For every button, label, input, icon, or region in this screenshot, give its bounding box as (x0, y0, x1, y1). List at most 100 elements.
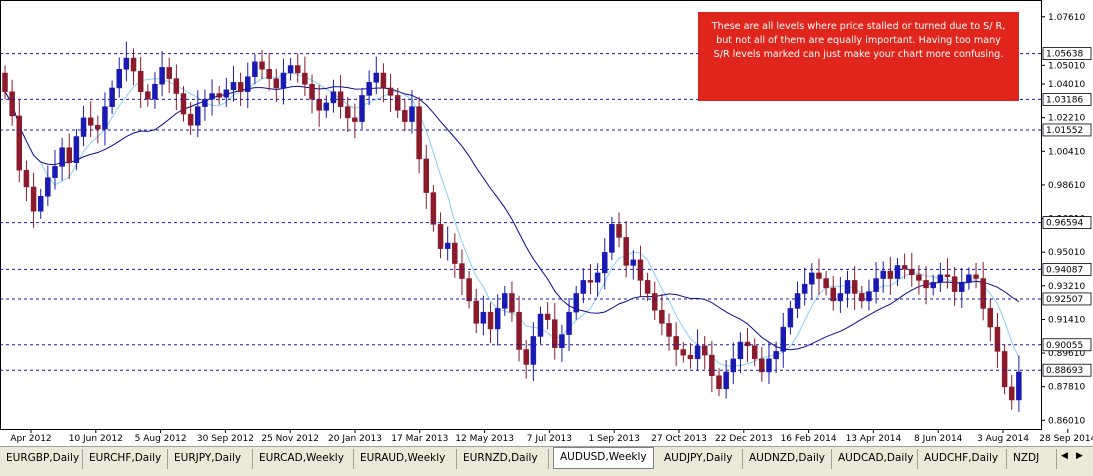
candle-body (102, 106, 108, 130)
level-price-label: 1.01552 (1046, 126, 1083, 136)
candle-body (494, 308, 501, 330)
tab-nzdj[interactable]: NZDJ (1007, 449, 1057, 469)
candle-body (352, 117, 358, 122)
tab-eurchf-daily[interactable]: EURCHF,Daily (83, 449, 168, 469)
candle-body (230, 82, 237, 91)
price-tick-label: 0.89610 (1048, 349, 1085, 359)
candle-body (951, 276, 958, 292)
candle-body (366, 82, 372, 96)
tab-scroll-left-icon[interactable]: ◀ (1061, 451, 1068, 461)
time-tick-label: Apr 2012 (10, 434, 51, 444)
candle-body (844, 280, 851, 294)
candle-body (544, 313, 551, 320)
time-tick-label: 30 Sep 2012 (197, 434, 254, 444)
candle-body (616, 224, 622, 238)
symbol-tab-bar: EURGBP,Daily EURCHF,Daily EURJPY,Daily E… (0, 446, 1093, 476)
time-tick-label: 17 Mar 2013 (391, 434, 448, 444)
candle-body (130, 57, 137, 72)
tab-eurgbp-daily[interactable]: EURGBP,Daily (0, 449, 83, 469)
candle-body (202, 98, 208, 107)
candle-body (959, 282, 965, 292)
candle-body (459, 263, 465, 279)
candle-body (330, 91, 337, 104)
candle-body (923, 280, 929, 289)
price-tick-label: 1.02210 (1048, 114, 1085, 124)
price-tick-label: 0.86010 (1048, 416, 1085, 426)
candle-body (2, 72, 8, 92)
price-tick-label: 0.91410 (1048, 315, 1085, 325)
tab-eurnzd-daily[interactable]: EURNZD,Daily (457, 449, 549, 469)
candle-body (744, 341, 751, 347)
candle-body (751, 345, 758, 360)
candle-body (830, 287, 836, 302)
tab-euraud-weekly[interactable]: EURAUD,Weekly (354, 449, 457, 469)
time-tick-label: 20 Jan 2013 (328, 434, 382, 444)
candle-body (237, 82, 244, 92)
level-price-label: 0.94087 (1046, 265, 1083, 275)
candle-body (166, 67, 172, 79)
candle-body (609, 224, 615, 253)
tab-scroll-right-icon[interactable]: ▶ (1076, 451, 1083, 461)
candle-body (52, 166, 58, 178)
candle-body (159, 67, 165, 85)
level-price-box (1042, 93, 1092, 106)
candle-body (452, 242, 458, 264)
candle-body (316, 98, 322, 111)
candle-body (430, 192, 437, 225)
price-tick-label: 0.95010 (1048, 248, 1085, 258)
price-chart: 1.07610 1.05010 1.04010 1.02210 1.00410 0.986… (0, 0, 1093, 444)
candle-body (323, 102, 330, 111)
candle-body (937, 274, 944, 283)
level-price-label: 1.03186 (1046, 95, 1083, 105)
candle-body (837, 293, 844, 302)
candle-body (730, 358, 737, 373)
candle-body (673, 336, 679, 350)
candle-body (701, 345, 708, 356)
tab-audnzd-daily[interactable]: AUDNZD,Daily (743, 449, 832, 469)
time-tick-label: 5 Aug 2012 (135, 434, 187, 444)
tab-audcad-daily[interactable]: AUDCAD,Daily (832, 449, 918, 469)
candle-body (523, 349, 529, 365)
candle-body (594, 272, 601, 283)
candle-body (973, 274, 979, 279)
candle-body (630, 259, 637, 266)
candle-body (537, 313, 544, 337)
candle-body (416, 106, 422, 160)
candle-body (880, 270, 886, 279)
candle-body (1008, 386, 1015, 401)
candle-body (123, 57, 130, 70)
tab-eurjpy-daily[interactable]: EURJPY,Daily (168, 449, 253, 469)
candle-body (944, 274, 951, 277)
candle-body (152, 83, 158, 100)
candle-body (901, 265, 908, 270)
candle-body (909, 268, 915, 276)
candle-body (759, 358, 765, 373)
candle-body (680, 349, 687, 356)
candle-body (1001, 351, 1008, 388)
level-price-label: 1.05638 (1046, 50, 1083, 60)
candle-body (916, 274, 922, 281)
candle-body (994, 326, 1001, 352)
tab-eurcad-weekly[interactable]: EURCAD,Weekly (253, 449, 354, 469)
level-price-box (1042, 216, 1092, 229)
annotation-box: These are all levels where price stalled… (698, 12, 1019, 101)
candle-body (509, 293, 515, 313)
time-tick-label: 28 Sep 2014 (1039, 434, 1093, 444)
candle-body (623, 237, 629, 266)
price-tick-label: 0.98610 (1048, 181, 1085, 191)
candle-body (59, 147, 65, 167)
candle-body (651, 293, 658, 311)
time-tick-label: 13 Apr 2014 (846, 434, 902, 444)
tab-audusd-weekly[interactable]: AUDUSD,Weekly (553, 447, 654, 469)
candle-body (530, 336, 537, 365)
candle-body (552, 319, 558, 348)
candle-body (966, 274, 972, 283)
candle-body (480, 311, 487, 324)
candle-body (423, 158, 430, 193)
tab-audchf-daily[interactable]: AUDCHF,Daily (918, 449, 1007, 469)
tab-audjpy-daily[interactable]: AUDJPY,Daily (658, 449, 743, 469)
candle-body (37, 196, 44, 212)
candle-body (659, 310, 665, 324)
candle-body (602, 252, 608, 274)
price-tick-label: 1.05010 (1048, 61, 1085, 71)
